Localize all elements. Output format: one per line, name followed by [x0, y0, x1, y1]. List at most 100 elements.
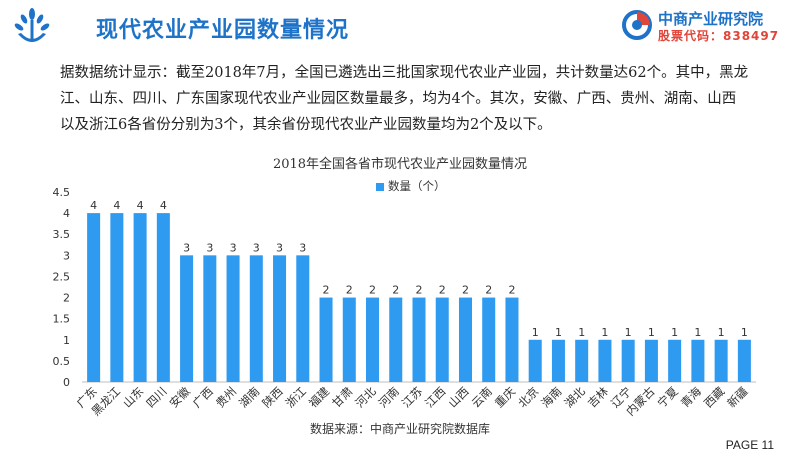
y-tick-label: 3.5	[53, 228, 71, 241]
data-label: 4	[113, 199, 120, 212]
data-label: 2	[369, 284, 376, 297]
data-label: 1	[555, 326, 562, 339]
x-tick-label: 山西	[445, 384, 471, 410]
y-tick-label: 3	[63, 249, 70, 262]
data-label: 4	[137, 199, 144, 212]
stock-code: 股票代码：838497	[658, 29, 780, 43]
x-tick-label: 宁夏	[655, 384, 682, 411]
bar	[389, 297, 403, 382]
chart-legend: 数量（个）	[376, 178, 446, 194]
data-label: 1	[671, 326, 678, 339]
brand-name: 中商产业研究院	[658, 10, 764, 28]
data-label: 1	[578, 326, 585, 339]
data-source: 数据来源：中商产业研究院数据库	[309, 422, 490, 436]
x-tick-label: 江西	[422, 384, 448, 410]
x-tick-label: 重庆	[492, 384, 519, 411]
bar	[180, 255, 194, 382]
x-tick-label: 吉林	[585, 384, 612, 411]
bar	[528, 339, 542, 382]
data-label: 4	[160, 199, 167, 212]
data-label: 3	[276, 241, 283, 254]
bar	[482, 297, 496, 382]
data-label: 3	[206, 241, 213, 254]
bar	[575, 339, 589, 382]
bar	[133, 213, 147, 382]
x-tick-label: 湖南	[236, 384, 262, 410]
chart-plot: 00.511.522.533.544.54广东4黑龙江4山东4四川3安徽3广西3…	[53, 186, 756, 419]
bar	[644, 339, 658, 382]
bar	[273, 255, 287, 382]
x-tick-label: 甘肃	[329, 384, 355, 410]
x-tick-label: 湖北	[562, 384, 589, 411]
data-label: 3	[253, 241, 260, 254]
data-label: 2	[323, 284, 330, 297]
bar	[551, 339, 565, 382]
page-title: 现代农业产业园数量情况	[96, 18, 350, 43]
bar	[110, 213, 124, 382]
data-label: 2	[462, 284, 469, 297]
bar	[156, 213, 170, 382]
x-tick-label: 新疆	[724, 384, 751, 411]
data-label: 1	[625, 326, 632, 339]
x-tick-label: 福建	[306, 384, 333, 411]
y-tick-label: 4.5	[53, 186, 71, 199]
data-label: 1	[648, 326, 655, 339]
brand-mark-icon	[622, 10, 652, 40]
x-tick-label: 海南	[538, 384, 564, 410]
y-tick-label: 1.5	[53, 313, 71, 326]
bar	[714, 339, 728, 382]
y-tick-label: 2.5	[53, 270, 71, 283]
data-label: 1	[601, 326, 608, 339]
y-tick-label: 0	[63, 376, 70, 389]
bar	[249, 255, 263, 382]
y-tick-label: 0.5	[53, 355, 71, 368]
bar	[296, 255, 310, 382]
bar	[621, 339, 635, 382]
data-label: 3	[183, 241, 190, 254]
bar	[203, 255, 217, 382]
bar	[412, 297, 426, 382]
data-label: 2	[439, 284, 446, 297]
x-tick-label: 江苏	[399, 384, 425, 410]
data-label: 2	[416, 284, 423, 297]
intro-paragraph: 据数据统计显示：截至2018年7月，全国已遴选出三批国家现代农业产业园，共计数量…	[60, 65, 749, 133]
x-tick-label: 青海	[678, 384, 705, 411]
bar	[737, 339, 751, 382]
header: 现代农业产业园数量情况 中商产业研究院 股票代码：838497	[0, 0, 800, 52]
brand-logo: 中商产业研究院 股票代码：838497	[622, 8, 782, 44]
data-label: 2	[346, 284, 353, 297]
bar	[435, 297, 449, 382]
legend-label: 数量（个）	[388, 179, 446, 193]
data-label: 1	[718, 326, 725, 339]
x-tick-label: 云南	[469, 384, 495, 410]
bar	[668, 339, 682, 382]
x-tick-label: 陕西	[260, 384, 286, 410]
bar	[319, 297, 333, 382]
y-tick-label: 1	[63, 334, 70, 347]
data-label: 1	[532, 326, 539, 339]
bar	[87, 213, 101, 382]
bar	[458, 297, 472, 382]
page-number: PAGE 11	[725, 438, 774, 452]
x-tick-label: 北京	[515, 384, 541, 410]
x-tick-label: 河南	[376, 384, 402, 410]
x-tick-label: 西藏	[701, 384, 728, 411]
bar	[366, 297, 380, 382]
x-tick-label: 山东	[120, 384, 146, 410]
data-label: 3	[299, 241, 306, 254]
bar-chart: 2018年全国各省市现代农业产业园数量情况 数量（个） 0 0.5 1 1.5 2 2.5…	[0, 150, 800, 450]
x-tick-label: 浙江	[283, 384, 310, 411]
chart-title: 2018年全国各省市现代农业产业园数量情况	[272, 157, 528, 172]
bar	[342, 297, 356, 382]
x-tick-label: 广西	[190, 384, 216, 410]
x-tick-label: 四川	[143, 384, 169, 410]
y-tick-label: 4	[63, 207, 70, 220]
bar	[691, 339, 705, 382]
x-tick-label: 贵州	[213, 384, 239, 410]
data-label: 3	[230, 241, 237, 254]
data-label: 2	[485, 284, 492, 297]
x-tick-label: 河北	[352, 384, 379, 411]
x-tick-label: 安徽	[167, 384, 194, 411]
data-label: 2	[508, 284, 515, 297]
bar	[598, 339, 612, 382]
